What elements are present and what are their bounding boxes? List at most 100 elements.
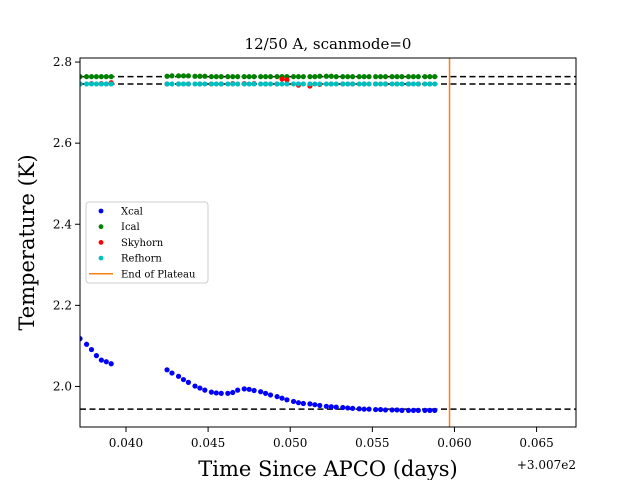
xcal-point-19: [225, 390, 231, 396]
refhorn-point-7: [108, 81, 114, 87]
xcal-point-36: [317, 402, 323, 409]
xcal-point-51: [399, 407, 405, 413]
xcal-point-6: [103, 359, 109, 365]
refhorn-point-22: [241, 81, 247, 87]
axes-frame: [79, 57, 577, 428]
refhorn-point-55: [422, 81, 428, 87]
refhorn-point-27: [267, 81, 274, 87]
refhorn-point-36: [317, 81, 323, 87]
xcal-point-26: [262, 390, 269, 396]
refhorn-point-19: [225, 81, 231, 87]
refhorn-point-40: [340, 81, 346, 87]
ical-point-33: [300, 74, 306, 80]
refhorn-point-16: [208, 81, 214, 87]
refhorn-point-43: [356, 81, 362, 87]
refhorn-point-44: [361, 81, 367, 87]
refhorn-point-49: [389, 81, 395, 87]
xcal-point-27: [267, 392, 274, 398]
ical-point-11: [180, 73, 187, 79]
ical-point-18: [218, 74, 224, 80]
x-axis-label: Time Since APCO (days): [198, 457, 457, 480]
ical-point-47: [377, 74, 384, 80]
xcal-point-13: [192, 383, 198, 389]
ical-point-19: [225, 74, 231, 80]
chart-title: 12/50 A, scanmode=0: [245, 35, 412, 53]
refhorn-point-21: [235, 81, 241, 87]
refhorn-point-48: [382, 81, 389, 87]
ical-point-57: [432, 74, 438, 80]
refhorn-point-9: [169, 81, 175, 87]
x-tick-label-4: 0.055: [355, 436, 389, 450]
refhorn-point-26: [262, 81, 269, 87]
ical-point-41: [345, 74, 351, 80]
ical-point-23: [246, 74, 252, 80]
x-tick-label-3: 0.050: [273, 436, 307, 450]
legend-marker-skyhorn: [98, 240, 104, 245]
refhorn-point-11: [180, 81, 187, 87]
xcal-point-56: [427, 407, 433, 413]
ical-point-26: [262, 74, 269, 80]
xcal-point-44: [361, 406, 367, 412]
x-tick-label-5: 0.060: [437, 436, 471, 450]
x-tick-label-6: 0.065: [519, 436, 553, 450]
ical-point-54: [415, 74, 421, 80]
ical-point-48: [382, 74, 389, 80]
skyhorn-point-16: [279, 76, 285, 82]
refhorn-point-39: [333, 81, 339, 87]
ical-point-12: [185, 73, 191, 79]
refhorn-point-12: [185, 81, 191, 87]
xcal-point-42: [350, 405, 356, 411]
xcal-point-38: [328, 404, 334, 410]
xcal-point-29: [279, 395, 285, 401]
refhorn-point-41: [345, 81, 351, 87]
ical-point-24: [251, 74, 257, 80]
refhorn-point-52: [405, 81, 412, 87]
xcal-point-33: [300, 400, 306, 407]
refhorn-point-3: [88, 81, 95, 87]
ical-point-21: [235, 74, 241, 80]
ical-point-1: [80, 74, 83, 80]
ical-point-42: [350, 74, 356, 80]
ical-point-17: [213, 74, 219, 80]
xcal-point-39: [333, 404, 339, 410]
ical-point-27: [267, 74, 274, 80]
ical-point-46: [373, 74, 379, 80]
refhorn-point-20: [230, 81, 236, 87]
y-tick-label-1: 2.0: [53, 379, 72, 393]
xcal-point-31: [290, 398, 297, 405]
xcal-point-9: [169, 370, 175, 376]
xcal-point-17: [213, 390, 219, 396]
ical-point-2: [83, 74, 90, 80]
refhorn-point-17: [213, 81, 219, 87]
xcal-point-12: [185, 379, 191, 385]
x-tick-label-2: 0.045: [191, 436, 225, 450]
ical-point-14: [197, 73, 203, 79]
xcal-point-49: [389, 407, 395, 413]
refhorn-point-29: [279, 81, 285, 87]
ical-point-50: [394, 74, 400, 80]
ical-point-45: [366, 74, 372, 80]
ical-point-13: [192, 73, 198, 79]
legend-label-xcal: Xcal: [121, 207, 143, 218]
legend-marker-xcal: [98, 208, 104, 214]
ical-point-38: [328, 73, 334, 79]
refhorn-point-10: [175, 81, 182, 87]
xcal-point-15: [202, 387, 208, 393]
ical-point-16: [208, 74, 214, 80]
ical-point-3: [88, 74, 95, 80]
refhorn-point-57: [432, 81, 438, 87]
xcal-point-1: [80, 336, 83, 342]
ical-point-34: [307, 74, 313, 80]
xcal-point-37: [323, 403, 329, 409]
xcal-point-10: [175, 373, 182, 379]
xcal-point-34: [307, 401, 313, 407]
ical-point-39: [333, 74, 339, 80]
refhorn-point-38: [328, 81, 334, 87]
xcal-point-24: [251, 387, 257, 394]
y-tick-label-4: 2.6: [53, 136, 72, 150]
refhorn-point-33: [300, 81, 306, 87]
ical-point-15: [202, 73, 208, 79]
ical-point-6: [103, 74, 109, 80]
ical-point-52: [405, 74, 412, 80]
